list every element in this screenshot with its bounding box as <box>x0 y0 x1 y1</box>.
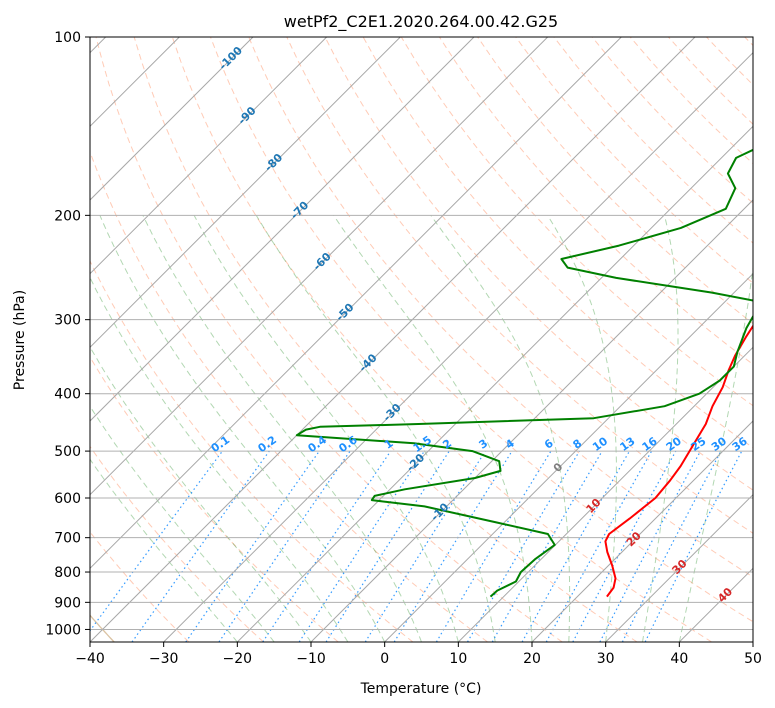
isotherm-line <box>90 37 549 496</box>
y-axis-label: Pressure (hPa) <box>12 290 28 390</box>
mixing-ratio-line <box>218 450 351 642</box>
isotherm-line <box>90 37 696 642</box>
isotherm-line <box>457 346 753 642</box>
mixing-ratio-line <box>599 450 702 642</box>
x-axis: −40 −30 −20 −10 0 10 20 30 40 50 <box>75 642 762 667</box>
moist-adiabats <box>90 215 753 642</box>
x-tick-label: −10 <box>296 651 326 667</box>
moist-adiabat-line <box>142 215 422 642</box>
isotherm-line <box>236 125 753 642</box>
pressure-gridlines <box>90 37 753 630</box>
isotherm-line <box>384 272 753 642</box>
dry-adiabat-line <box>515 37 753 284</box>
profile-series <box>295 148 753 598</box>
moist-adiabat-line <box>99 215 386 642</box>
dry-adiabat-line <box>210 37 753 623</box>
dewpoint-profile-line <box>295 148 753 598</box>
moist-adiabat-line <box>430 215 571 642</box>
temperature-profile-line <box>604 324 753 598</box>
isotherm-line <box>90 37 401 349</box>
x-tick-label: 50 <box>744 651 762 667</box>
isotherm-line <box>90 37 254 201</box>
moist-adiabat-line <box>90 458 238 642</box>
mixing-ratio-lines <box>90 450 743 642</box>
x-tick-label: 40 <box>670 651 688 667</box>
mixing-ratio-line <box>466 450 580 642</box>
isotherm-line <box>90 37 622 570</box>
isotherm-line <box>310 199 753 642</box>
moist-adiabat-line <box>547 215 617 642</box>
moist-adiabat-line <box>678 264 753 642</box>
mixing-ratio-line <box>364 450 486 642</box>
y-tick-label: 100 <box>54 30 81 46</box>
mixing-ratio-line <box>325 450 450 642</box>
y-tick-label: 900 <box>54 595 81 611</box>
moist-adiabat-line <box>642 215 679 642</box>
x-tick-label: −20 <box>223 651 253 667</box>
x-tick-label: 30 <box>597 651 615 667</box>
y-tick-label: 600 <box>54 491 81 507</box>
x-axis-label: Temperature (°C) <box>360 681 482 697</box>
dry-adiabat-line <box>95 37 563 642</box>
dry-adiabat-line <box>248 37 753 578</box>
moist-adiabat-line <box>90 405 275 642</box>
moist-adiabat-line <box>90 276 349 642</box>
isotherm-line <box>90 37 328 275</box>
plot-frame <box>89 36 754 643</box>
moist-adiabat-line <box>193 215 459 642</box>
dry-adiabat-line <box>286 37 753 534</box>
mixing-ratio-line <box>185 450 320 642</box>
isotherm-line <box>90 37 475 422</box>
dry-adiabat-line <box>133 37 638 642</box>
mixing-ratio-line <box>572 450 677 642</box>
mixing-ratio-line <box>435 450 552 642</box>
chart-title: wetPf2_C2E1.2020.264.00.42.G25 <box>284 12 558 32</box>
y-tick-label: 1000 <box>45 622 81 638</box>
y-axis: 100 200 300 400 500 600 700 800 900 1000 <box>45 30 90 638</box>
isotherm-line <box>531 420 753 642</box>
isotherm-lines <box>90 37 753 642</box>
x-tick-label: 0 <box>380 651 389 667</box>
x-tick-label: −30 <box>149 651 179 667</box>
y-tick-label: 700 <box>54 531 81 547</box>
y-tick-label: 500 <box>54 444 81 460</box>
dry-adiabat-line <box>90 445 264 642</box>
moist-adiabat-line <box>90 346 312 642</box>
y-tick-label: 300 <box>54 313 81 329</box>
x-tick-label: 10 <box>449 651 467 667</box>
x-tick-label: 20 <box>523 651 541 667</box>
x-tick-label: −40 <box>75 651 105 667</box>
isotherm-line <box>163 51 753 642</box>
mixing-ratio-line <box>262 450 392 642</box>
isotherm-line <box>605 493 753 642</box>
dry-adiabat-line <box>171 37 712 642</box>
dry-adiabat-line <box>324 37 753 491</box>
y-tick-label: 200 <box>54 208 81 224</box>
moist-adiabat-line <box>333 215 533 642</box>
y-tick-label: 800 <box>54 565 81 581</box>
dry-adiabat-line <box>90 259 414 642</box>
mixing-ratio-line <box>298 450 425 642</box>
y-tick-label: 400 <box>54 387 81 403</box>
